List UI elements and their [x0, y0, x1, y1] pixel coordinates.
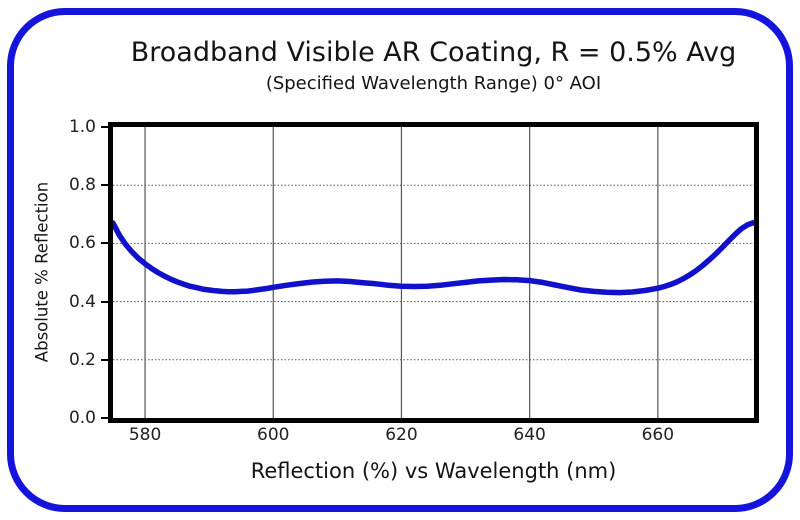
y-tick-label: 0.6 [68, 233, 96, 254]
x-tick-label: 660 [641, 425, 675, 445]
y-tick-label: 1.0 [68, 117, 96, 137]
x-axis-title: Reflection (%) vs Wavelength (nm) [250, 459, 617, 483]
decorative-blue-frame [7, 8, 793, 512]
y-tick-label: 0.4 [68, 291, 96, 312]
plot-area [113, 127, 754, 418]
y-tick-label: 0.2 [68, 349, 96, 370]
chart-subtitle: (Specified Wavelength Range) 0° AOI [265, 73, 602, 94]
x-tick-label: 600 [257, 425, 290, 445]
y-tick-mark [101, 300, 108, 303]
plot-frame [108, 122, 759, 423]
x-tick-label: 580 [128, 425, 162, 445]
x-tick-label: 620 [385, 425, 418, 445]
x-tick-label: 640 [513, 425, 546, 445]
y-tick-label: 0.8 [68, 175, 96, 196]
y-axis-title: Absolute % Reflection [32, 181, 52, 363]
y-tick-label: 0.0 [68, 408, 96, 428]
y-tick-mark [101, 242, 108, 245]
reflection-curve [113, 219, 754, 296]
y-tick-mark [101, 184, 108, 187]
chart-title: Broadband Visible AR Coating, R = 0.5% A… [130, 37, 737, 68]
y-tick-mark [101, 358, 108, 361]
y-tick-mark [101, 417, 108, 419]
y-tick-mark [101, 126, 108, 128]
